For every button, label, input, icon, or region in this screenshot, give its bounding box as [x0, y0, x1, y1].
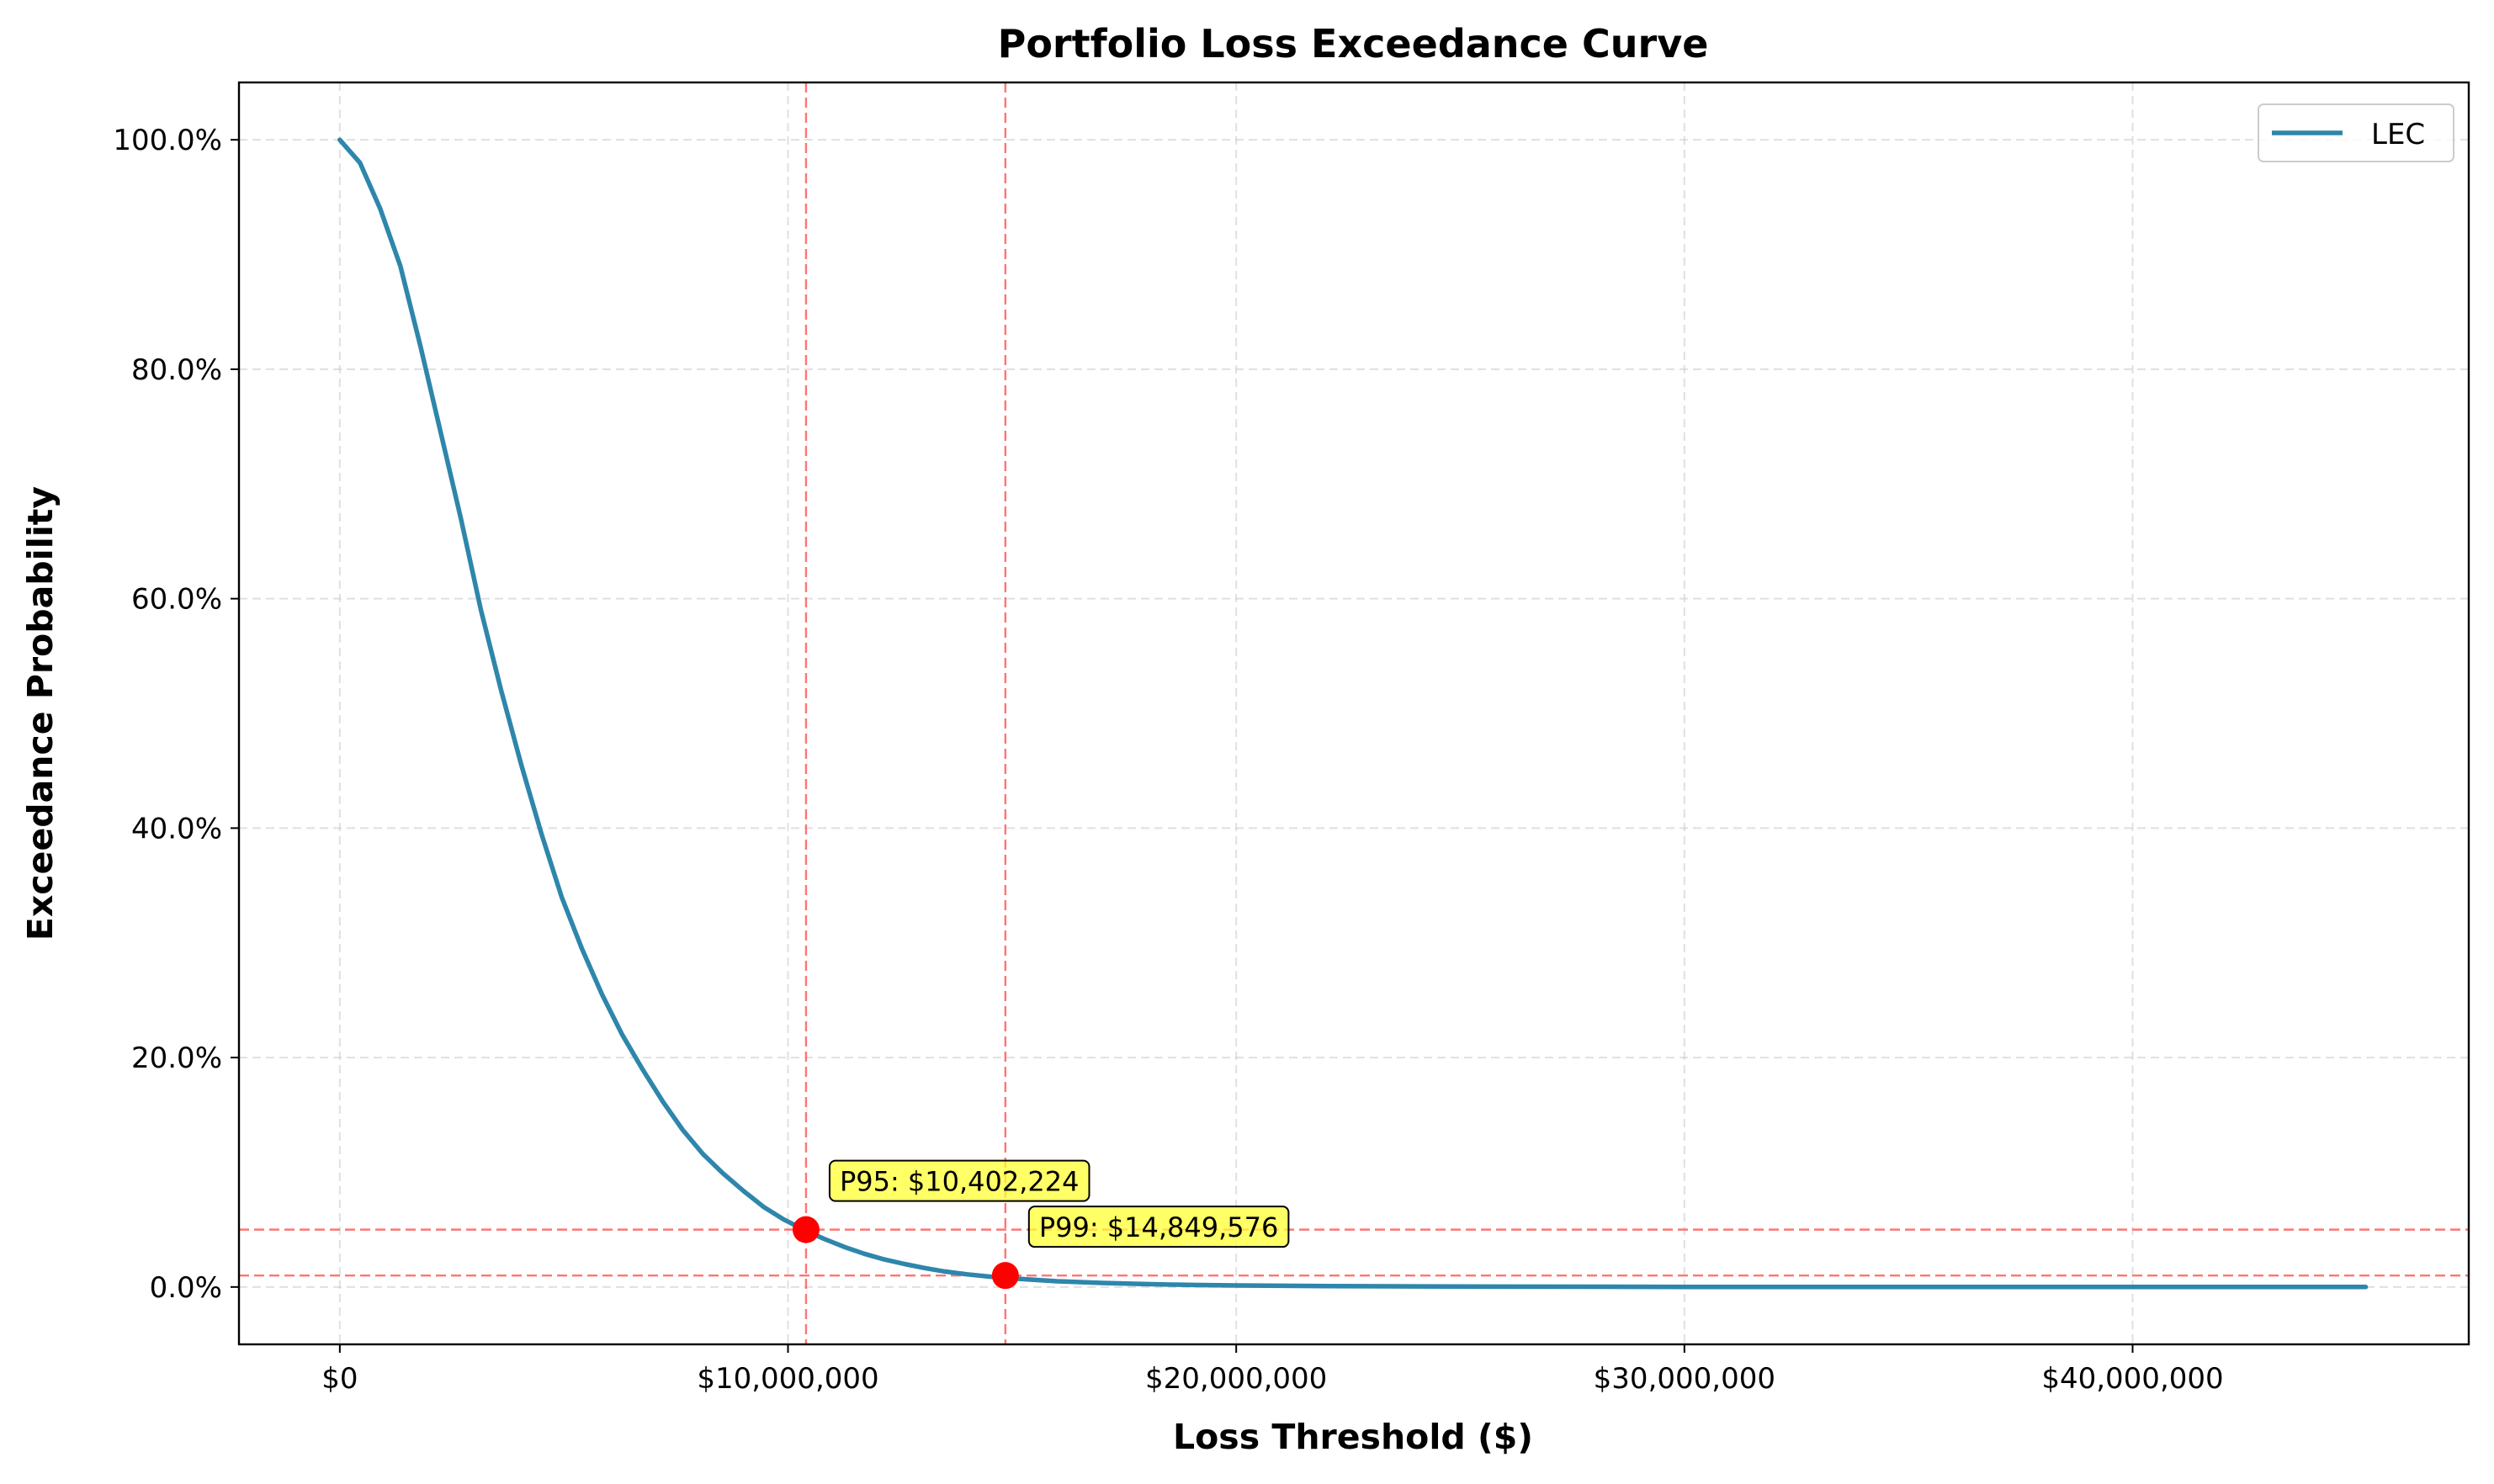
- grid: [239, 82, 2469, 1344]
- y-tick-label: 60.0%: [131, 583, 222, 617]
- y-tick-label: 20.0%: [131, 1041, 222, 1075]
- x-tick-label: $30,000,000: [1594, 1362, 1775, 1396]
- plot-frame: [237, 81, 2470, 1346]
- reference-lines: [239, 82, 2469, 1344]
- legend-box: [2258, 103, 2454, 162]
- lec-series-line: [337, 137, 2369, 1290]
- percentile-annotation-label: P95: $10,402,224: [840, 1166, 1080, 1198]
- percentile-marker: [792, 1216, 820, 1243]
- y-tick-label: 40.0%: [131, 812, 222, 845]
- y-axis-label: Exceedance Probability: [20, 486, 61, 941]
- y-tick-label: 80.0%: [131, 353, 222, 387]
- x-axis-label: Loss Threshold ($): [1173, 1417, 1533, 1457]
- legend: LEC: [2258, 103, 2454, 162]
- chart-title: Portfolio Loss Exceedance Curve: [998, 21, 1709, 66]
- percentile-annotation-box: [828, 1159, 1090, 1202]
- percentile-points: P95: $10,402,224 P99: $14,849,576: [792, 1159, 1290, 1290]
- x-tick-label: $40,000,000: [2041, 1362, 2223, 1396]
- y-tick-label: 0.0%: [150, 1271, 222, 1305]
- legend-label-lec: LEC: [2371, 118, 2425, 151]
- percentile-annotation-label: P99: $14,849,576: [1039, 1211, 1279, 1243]
- percentile-annotation-box: [1027, 1206, 1290, 1248]
- x-tick-label: $20,000,000: [1145, 1362, 1327, 1396]
- y-tick-label: 100.0%: [113, 124, 222, 157]
- percentile-marker: [991, 1262, 1019, 1290]
- x-tick-label: $10,000,000: [697, 1362, 878, 1396]
- x-tick-label: $0: [321, 1362, 358, 1396]
- series-layer: [337, 137, 2369, 1290]
- axis-ticks: $0 $10,000,000 $20,000,000 $30,000,000 $40,0…: [113, 124, 2223, 1396]
